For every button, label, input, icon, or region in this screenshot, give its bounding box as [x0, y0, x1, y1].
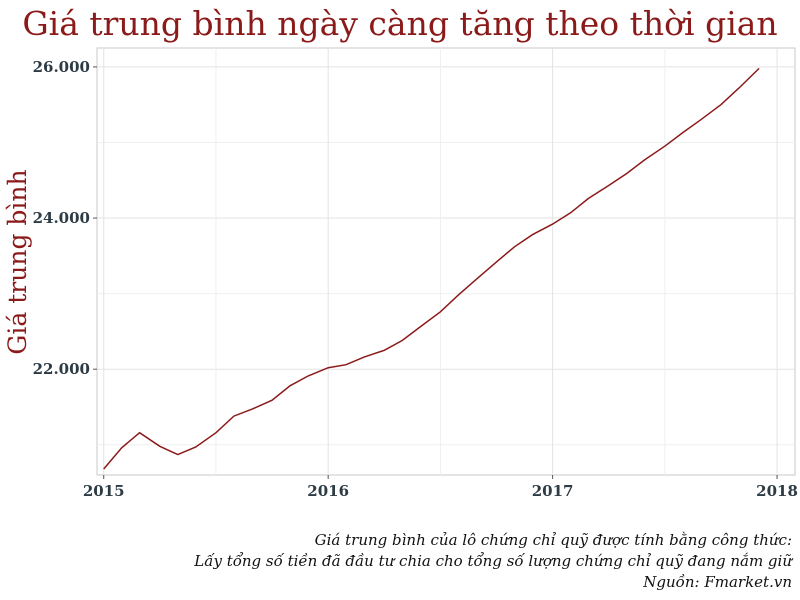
y-tick-label: 24.000: [33, 209, 90, 227]
y-axis-ticks: 22.000 24.000 26.000: [33, 58, 97, 378]
caption-line-1: Giá trung bình của lô chứng chỉ quỹ được…: [314, 531, 792, 549]
grid-lines: [97, 48, 795, 475]
caption: Giá trung bình của lô chứng chỉ quỹ được…: [194, 530, 792, 593]
x-tick-label: 2015: [83, 482, 125, 500]
x-tick-label: 2017: [532, 482, 574, 500]
y-tick-label: 26.000: [33, 58, 90, 76]
plot-area-frame: [96, 47, 796, 476]
chart-title: Giá trung bình ngày càng tăng theo thời …: [22, 4, 778, 43]
y-tick-label: 22.000: [33, 360, 90, 378]
y-axis-label: Giá trung bình: [3, 169, 32, 354]
caption-line-2: Lấy tổng số tiền đã đầu tư chia cho tổng…: [194, 552, 792, 570]
x-tick-label: 2018: [756, 482, 798, 500]
caption-source: Nguồn: Fmarket.vn: [643, 573, 792, 591]
x-axis-ticks: 2015 2016 2017 2018: [83, 475, 798, 500]
series-line: [103, 67, 760, 470]
x-tick-label: 2016: [307, 482, 349, 500]
